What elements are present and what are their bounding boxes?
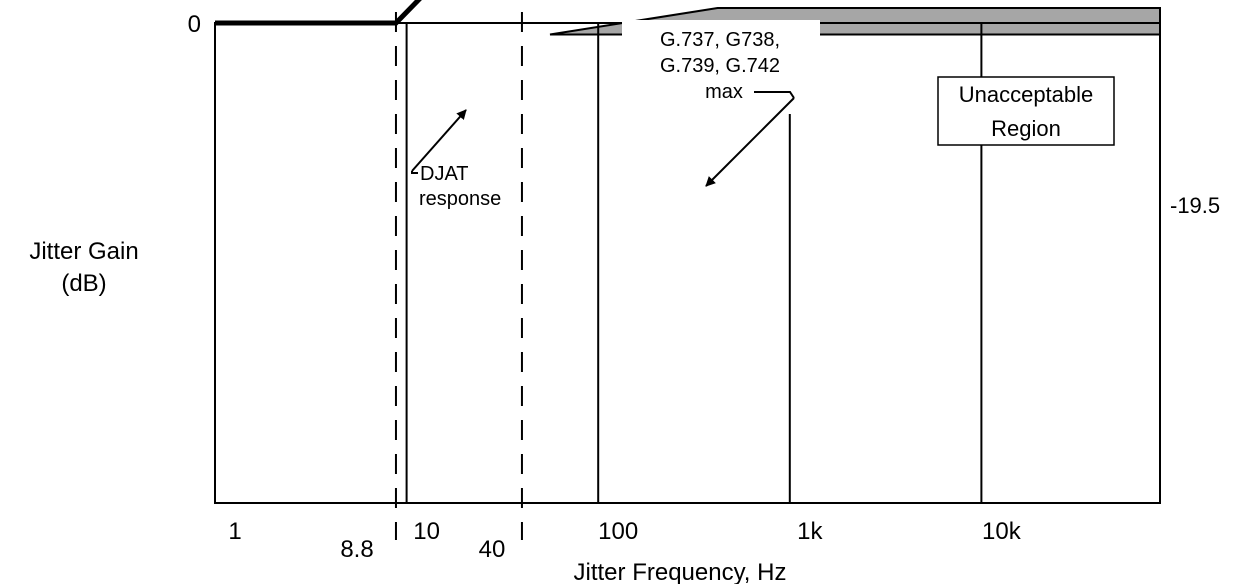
djat-leader-line — [411, 171, 418, 174]
y-axis-title-line2: (dB) — [61, 270, 106, 297]
djat-label-line2: response — [419, 188, 501, 210]
y-axis-title-line1: Jitter Gain — [29, 238, 138, 265]
x-axis-title: Jitter Frequency, Hz — [574, 559, 787, 584]
x-tick-labels: 1 10 100 1k 10k — [228, 518, 1021, 545]
djat-arrow — [411, 109, 467, 172]
x-tick-label: 10 — [413, 518, 440, 545]
x-tick-label: 1k — [797, 518, 823, 545]
ref-label-minus-19-5: -19.5 — [1170, 193, 1220, 218]
region-label-line2: Region — [991, 116, 1061, 141]
djat-label-line1: DJAT — [420, 163, 469, 185]
g737-label-line2: G.739, G.742 — [660, 55, 780, 77]
g737-label-box — [622, 20, 820, 114]
y-tick-label: 0 — [188, 11, 201, 38]
x-tick-label: 1 — [228, 518, 241, 545]
g737-label-line3: max — [705, 81, 743, 103]
g737-arrow — [705, 97, 795, 187]
djat-label-box — [414, 160, 506, 212]
reference-lines — [394, 12, 523, 540]
region-label-box — [937, 76, 1115, 146]
ref-label-8-8: 8.8 — [340, 536, 373, 563]
g737-label-line1: G.737, G738, — [660, 29, 780, 51]
x-tick-label: 100 — [598, 518, 638, 545]
region-label-line1: Unacceptable — [959, 82, 1094, 107]
x-tick-label: 10k — [982, 518, 1022, 545]
ref-label-40: 40 — [479, 536, 506, 563]
g737-leader-line — [754, 91, 795, 99]
y-tick-labels: 0-10-20-30-40-50 — [188, 11, 201, 38]
